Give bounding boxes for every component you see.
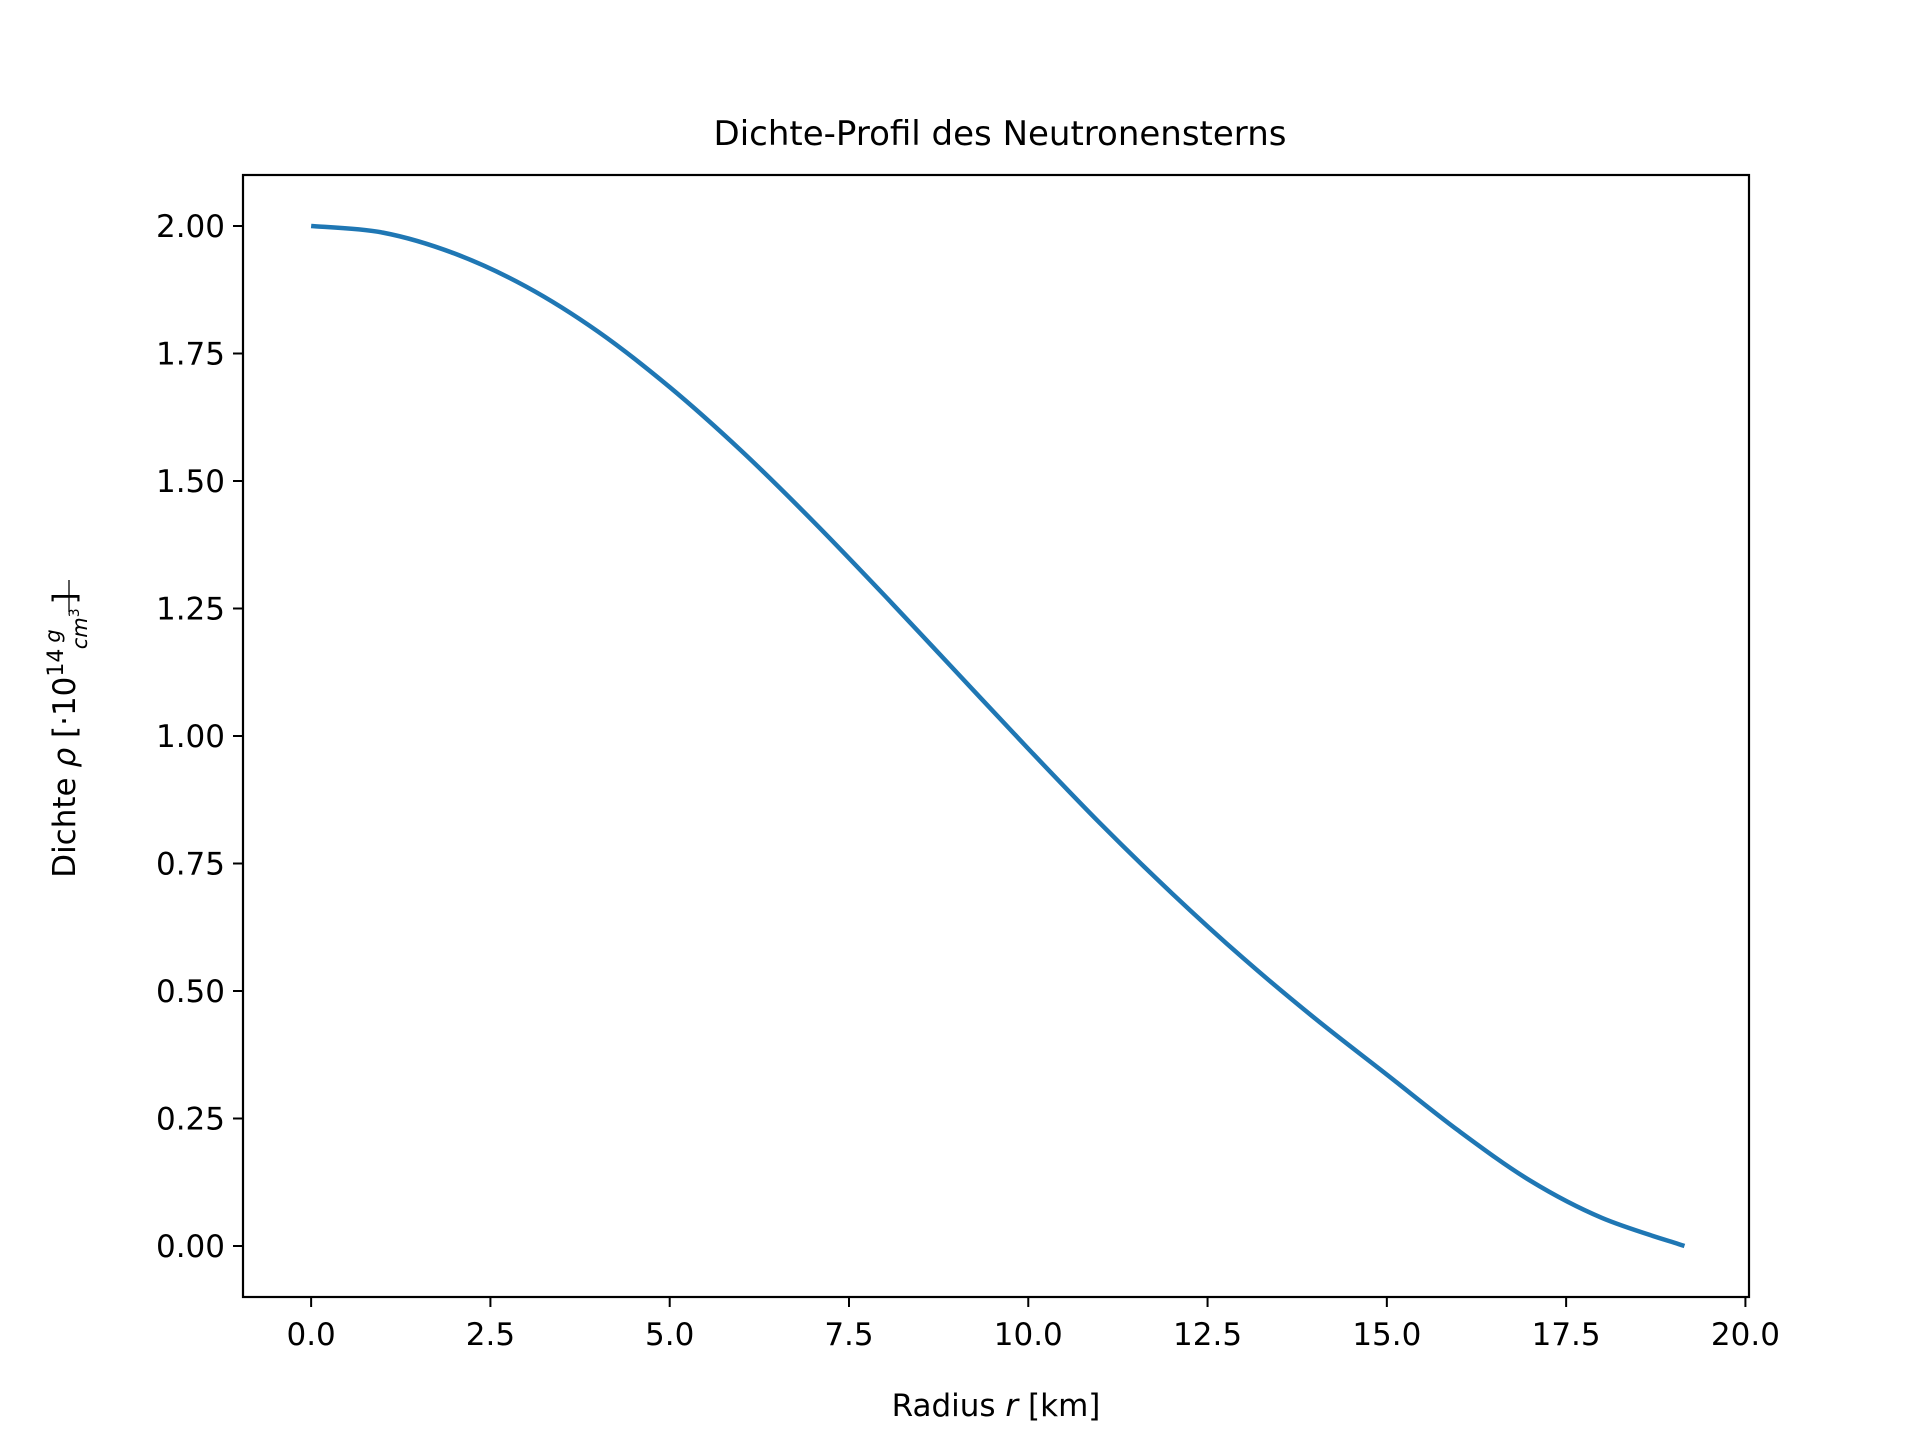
density-series-line <box>310 223 1686 1249</box>
y-tick-label: 0.75 <box>156 847 225 883</box>
y-tick-label: 1.75 <box>156 337 225 373</box>
series-layer <box>310 223 1686 1249</box>
y-axis-ticks: 0.00 0.25 0.50 0.75 1.00 1.25 1.50 1.75 2.00 <box>156 209 243 1265</box>
y-axis-label-denominator: cm <box>68 617 92 649</box>
y-axis-label: Dichte ρ [·1014 g cm3] <box>41 580 92 878</box>
x-axis-label-variable: r <box>1005 1388 1020 1424</box>
y-tick-label: 1.00 <box>156 719 225 755</box>
y-tick-label: 2.00 <box>156 209 225 245</box>
y-axis-label-bracket-close: ] <box>47 592 83 604</box>
y-axis-label-prefix: Dichte <box>47 768 83 878</box>
y-tick-label: 1.50 <box>156 464 225 500</box>
y-tick-label: 0.00 <box>156 1229 225 1265</box>
x-tick-label: 12.5 <box>1173 1317 1242 1353</box>
x-tick-label: 2.5 <box>466 1317 515 1353</box>
y-tick-label: 0.50 <box>156 974 225 1010</box>
x-tick-label: 20.0 <box>1711 1317 1780 1353</box>
y-tick-label: 1.25 <box>156 592 225 628</box>
x-tick-label: 15.0 <box>1352 1317 1421 1353</box>
y-axis-label-denominator-exponent: 3 <box>67 608 83 617</box>
x-tick-label: 0.0 <box>286 1317 335 1353</box>
x-tick-label: 5.0 <box>645 1317 694 1353</box>
x-tick-label: 7.5 <box>824 1317 873 1353</box>
x-tick-label: 17.5 <box>1532 1317 1601 1353</box>
x-axis-ticks: 0.0 2.5 5.0 7.5 10.0 12.5 15.0 17.5 20.0 <box>286 1297 1780 1353</box>
y-axis-label-bracket-open: [·10 <box>47 677 83 748</box>
plot-area: 0.0 2.5 5.0 7.5 10.0 12.5 15.0 17.5 20.0 0.00 0.2… <box>156 173 1780 1353</box>
x-axis-label-unit: [km] <box>1018 1388 1100 1424</box>
chart-title: Dichte-Profil des Neutronensterns <box>714 114 1287 154</box>
y-axis-label-exponent: 14 <box>44 649 69 677</box>
x-tick-label: 10.0 <box>994 1317 1063 1353</box>
y-axis-label-numerator: g <box>41 629 65 642</box>
x-axis-label-prefix: Radius <box>892 1388 1006 1424</box>
y-axis-label-variable: ρ <box>47 748 83 768</box>
x-axis-label: Radius r [km] <box>892 1388 1101 1424</box>
y-tick-label: 0.25 <box>156 1102 225 1138</box>
